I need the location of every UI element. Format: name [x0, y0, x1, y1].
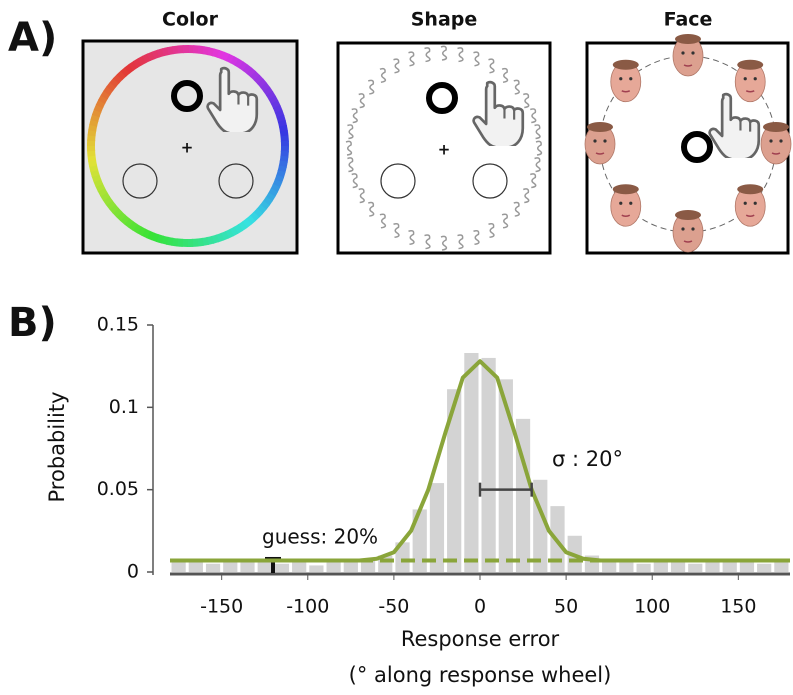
bar — [275, 564, 289, 572]
eye — [619, 202, 622, 205]
bar — [206, 564, 220, 572]
eye — [744, 77, 747, 80]
bar — [637, 564, 651, 572]
y-tick-label: 0.05 — [97, 478, 139, 500]
eye — [754, 77, 757, 80]
eye — [603, 139, 606, 142]
hair — [613, 60, 639, 70]
bar — [671, 562, 685, 572]
bar — [172, 562, 186, 572]
hair — [737, 184, 763, 194]
bar — [482, 358, 496, 572]
eye — [619, 77, 622, 80]
fixation: + — [438, 141, 451, 159]
x-tick-label: 150 — [720, 596, 756, 618]
bar — [688, 564, 702, 572]
panel-title: Color — [162, 9, 219, 31]
bar — [327, 562, 341, 572]
y-tick-label: 0.1 — [109, 396, 139, 418]
bar — [292, 562, 306, 572]
hair — [763, 122, 789, 132]
panel-title: Face — [664, 9, 713, 31]
eye — [744, 202, 747, 205]
bar — [774, 562, 788, 572]
bar — [223, 562, 237, 572]
panel-label: A) — [8, 15, 57, 61]
y-tick-label: 0.15 — [97, 314, 139, 336]
hair — [587, 122, 613, 132]
hair — [737, 60, 763, 70]
panel-title: Shape — [411, 9, 478, 31]
x-tick-label: -100 — [286, 596, 329, 618]
eye — [629, 77, 632, 80]
panel-label: B) — [8, 300, 57, 346]
hair — [613, 184, 639, 194]
eye — [593, 139, 596, 142]
plot: 0 0.05 0.1 0.15 -150 -100 -50 0 50 100 150 — [97, 314, 790, 618]
bar — [740, 562, 754, 572]
y-axis-label: Probability — [45, 391, 69, 502]
y-tick-label: 0 — [127, 561, 139, 583]
sigma-annotation: σ : 20° — [552, 447, 623, 471]
bar — [619, 562, 633, 572]
eye — [681, 227, 684, 230]
guess-annotation: guess: 20% — [262, 525, 378, 549]
bar — [705, 562, 719, 572]
eye — [754, 202, 757, 205]
x-axis-label: Response error — [401, 627, 560, 651]
bar — [757, 564, 771, 572]
fixation: + — [181, 139, 194, 157]
bar — [240, 562, 254, 572]
eye — [629, 202, 632, 205]
x-axis-label: (° along response wheel) — [349, 663, 612, 687]
x-tick-label: -50 — [378, 596, 409, 618]
eye — [691, 51, 694, 54]
x-tick-label: 50 — [554, 596, 578, 618]
hair — [675, 34, 701, 44]
x-tick-label: 100 — [634, 596, 670, 618]
eye — [779, 139, 782, 142]
eye — [769, 139, 772, 142]
x-tick-label: 0 — [474, 596, 486, 618]
eye — [681, 51, 684, 54]
bar — [309, 565, 323, 572]
eye — [691, 227, 694, 230]
bar — [464, 353, 478, 572]
hair — [675, 210, 701, 220]
x-tick-label: -150 — [200, 596, 243, 618]
